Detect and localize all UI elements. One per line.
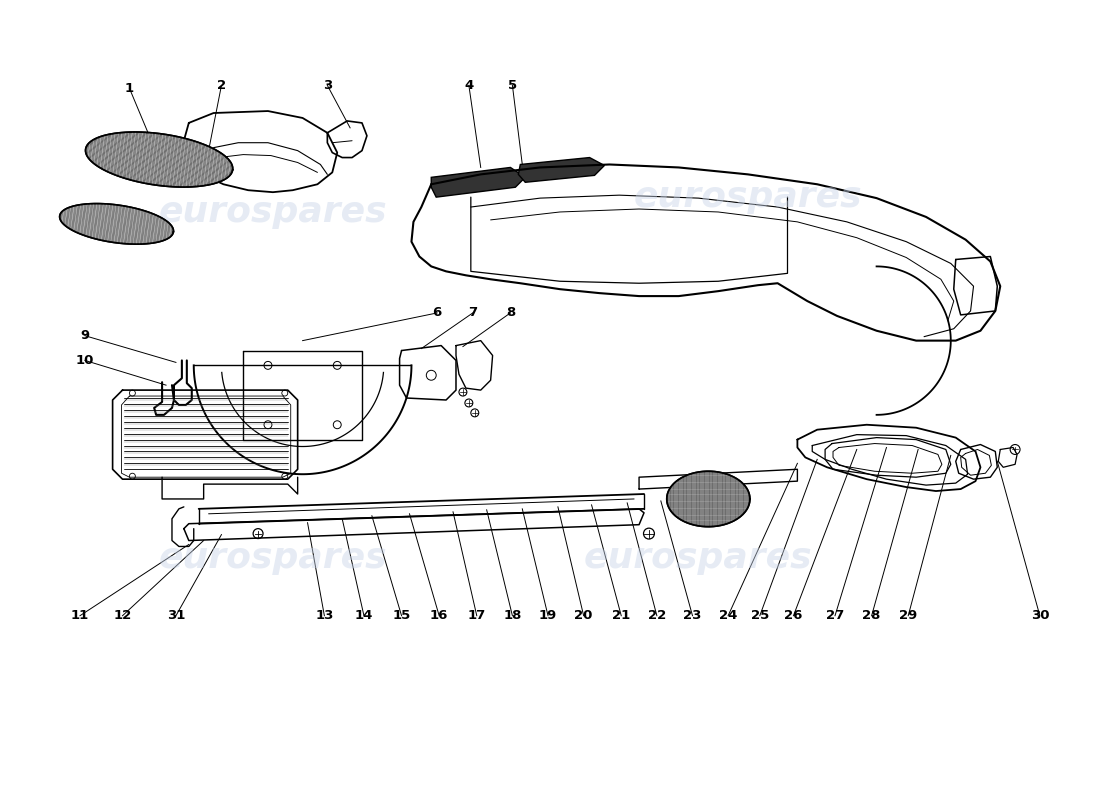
Text: 8: 8 bbox=[506, 306, 515, 319]
Polygon shape bbox=[667, 471, 750, 526]
Polygon shape bbox=[59, 203, 174, 244]
Polygon shape bbox=[518, 158, 604, 182]
Text: 6: 6 bbox=[432, 306, 442, 319]
Text: 23: 23 bbox=[683, 610, 702, 622]
Polygon shape bbox=[431, 167, 526, 197]
Text: 9: 9 bbox=[80, 329, 89, 342]
Text: eurospares: eurospares bbox=[634, 180, 862, 214]
Text: 15: 15 bbox=[393, 610, 410, 622]
Text: 24: 24 bbox=[719, 610, 737, 622]
Text: 19: 19 bbox=[539, 610, 557, 622]
Text: 1: 1 bbox=[125, 82, 134, 94]
Text: 10: 10 bbox=[76, 354, 95, 367]
Text: 13: 13 bbox=[316, 610, 333, 622]
Text: 29: 29 bbox=[899, 610, 917, 622]
Text: eurospares: eurospares bbox=[584, 542, 813, 575]
Text: 3: 3 bbox=[322, 79, 332, 92]
Text: 4: 4 bbox=[464, 79, 473, 92]
Text: 25: 25 bbox=[750, 610, 769, 622]
Text: 7: 7 bbox=[469, 306, 477, 319]
Text: 21: 21 bbox=[612, 610, 630, 622]
Text: 18: 18 bbox=[503, 610, 521, 622]
Text: 30: 30 bbox=[1031, 610, 1049, 622]
Text: 5: 5 bbox=[508, 79, 517, 92]
Text: 22: 22 bbox=[648, 610, 666, 622]
Text: 28: 28 bbox=[862, 610, 881, 622]
Text: 14: 14 bbox=[355, 610, 373, 622]
Text: 11: 11 bbox=[70, 610, 89, 622]
Text: 12: 12 bbox=[113, 610, 132, 622]
Text: 20: 20 bbox=[574, 610, 593, 622]
Text: 26: 26 bbox=[784, 610, 803, 622]
Text: 31: 31 bbox=[167, 610, 185, 622]
Text: 2: 2 bbox=[217, 79, 226, 92]
Text: eurospares: eurospares bbox=[158, 195, 387, 229]
Text: eurospares: eurospares bbox=[158, 542, 387, 575]
Text: 17: 17 bbox=[468, 610, 486, 622]
Polygon shape bbox=[86, 132, 233, 187]
Text: 27: 27 bbox=[826, 610, 844, 622]
Text: 16: 16 bbox=[430, 610, 449, 622]
